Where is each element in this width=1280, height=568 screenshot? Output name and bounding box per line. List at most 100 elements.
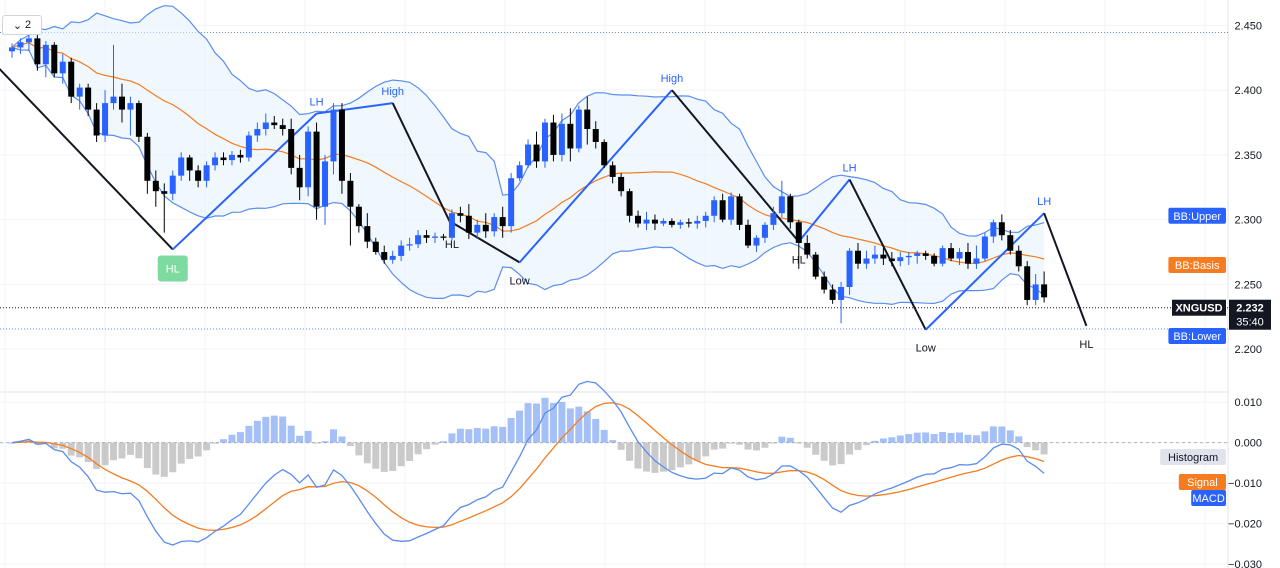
candle[interactable] bbox=[745, 219, 752, 249]
candle[interactable] bbox=[499, 206, 506, 238]
candle[interactable] bbox=[964, 242, 971, 269]
candle[interactable] bbox=[948, 242, 955, 262]
candle[interactable] bbox=[651, 214, 658, 231]
candle[interactable] bbox=[254, 122, 261, 142]
macd-tag[interactable]: MACD bbox=[1191, 490, 1226, 506]
candle[interactable] bbox=[812, 252, 819, 280]
candle[interactable] bbox=[711, 196, 718, 223]
candle[interactable] bbox=[305, 126, 312, 197]
last-price-tag[interactable]: 2.232 35:40 bbox=[1229, 299, 1271, 330]
candle[interactable] bbox=[135, 100, 142, 142]
candle[interactable] bbox=[922, 250, 929, 260]
candle-layer[interactable] bbox=[9, 31, 1048, 324]
candle[interactable] bbox=[110, 44, 117, 110]
price-axis[interactable]: 2.450 2.400 2.350 2.300 2.250 2.200 0.010 0.000… bbox=[1160, 0, 1280, 568]
candle[interactable] bbox=[685, 218, 692, 228]
candle[interactable] bbox=[474, 219, 481, 240]
candle[interactable] bbox=[389, 250, 396, 264]
candle[interactable] bbox=[660, 218, 667, 227]
candle[interactable] bbox=[804, 235, 811, 259]
candle[interactable] bbox=[262, 113, 269, 136]
candle[interactable] bbox=[203, 161, 210, 188]
candle[interactable] bbox=[432, 232, 438, 243]
candle[interactable] bbox=[465, 204, 472, 240]
candle[interactable] bbox=[880, 248, 887, 265]
candle[interactable] bbox=[1007, 230, 1014, 255]
candle[interactable] bbox=[973, 245, 980, 269]
candle[interactable] bbox=[25, 31, 32, 52]
candle[interactable] bbox=[245, 131, 252, 162]
candle[interactable] bbox=[855, 242, 861, 269]
candle[interactable] bbox=[719, 193, 726, 223]
candle[interactable] bbox=[592, 121, 599, 149]
candle[interactable] bbox=[761, 222, 768, 243]
candle[interactable] bbox=[237, 149, 244, 163]
candle[interactable] bbox=[516, 161, 523, 181]
candle[interactable] bbox=[178, 152, 185, 181]
candle[interactable] bbox=[313, 122, 320, 220]
candle[interactable] bbox=[17, 38, 24, 54]
candle[interactable] bbox=[118, 83, 125, 123]
candle[interactable] bbox=[186, 154, 193, 181]
candle[interactable] bbox=[643, 211, 650, 231]
candle[interactable] bbox=[1015, 245, 1022, 272]
candle[interactable] bbox=[322, 154, 329, 225]
bb-lower-tag[interactable]: BB:Lower bbox=[1168, 327, 1226, 344]
candle[interactable] bbox=[736, 193, 743, 231]
candle[interactable] bbox=[364, 213, 371, 249]
candle[interactable] bbox=[279, 118, 286, 136]
candle[interactable] bbox=[635, 210, 642, 228]
candle[interactable] bbox=[127, 96, 134, 136]
candle[interactable] bbox=[990, 219, 997, 243]
candle[interactable] bbox=[525, 139, 532, 168]
signal-tag[interactable]: Signal bbox=[1178, 474, 1226, 490]
candle[interactable] bbox=[228, 151, 235, 166]
candle[interactable] bbox=[914, 250, 921, 264]
bb-upper-tag[interactable]: BB:Upper bbox=[1168, 207, 1226, 224]
candle[interactable] bbox=[1041, 271, 1048, 303]
candle[interactable] bbox=[821, 271, 828, 294]
candle[interactable] bbox=[152, 170, 159, 207]
candle[interactable] bbox=[558, 113, 565, 162]
candle[interactable] bbox=[1024, 261, 1031, 306]
candle[interactable] bbox=[398, 240, 405, 262]
candle[interactable] bbox=[381, 245, 388, 264]
candle[interactable] bbox=[787, 193, 794, 229]
candle[interactable] bbox=[795, 219, 802, 269]
candle[interactable] bbox=[76, 83, 83, 110]
candle[interactable] bbox=[668, 218, 675, 228]
candle[interactable] bbox=[888, 252, 895, 267]
candle[interactable] bbox=[9, 43, 15, 58]
candle[interactable] bbox=[423, 230, 430, 243]
candle[interactable] bbox=[1032, 274, 1039, 306]
candle[interactable] bbox=[846, 248, 853, 295]
candle[interactable] bbox=[905, 252, 912, 265]
candle[interactable] bbox=[567, 108, 574, 162]
macd-pane[interactable] bbox=[0, 380, 1228, 546]
candle[interactable] bbox=[491, 213, 498, 237]
candle[interactable] bbox=[702, 211, 709, 228]
candle[interactable] bbox=[829, 284, 836, 304]
candle[interactable] bbox=[508, 173, 515, 233]
candle[interactable] bbox=[981, 232, 988, 262]
candle[interactable] bbox=[220, 152, 227, 166]
symbol-tag[interactable]: XNGUSD bbox=[1172, 299, 1226, 316]
candle[interactable] bbox=[457, 206, 464, 223]
candle[interactable] bbox=[51, 42, 58, 78]
candle[interactable] bbox=[677, 219, 684, 229]
candle[interactable] bbox=[550, 114, 557, 162]
candle[interactable] bbox=[42, 40, 49, 78]
candle[interactable] bbox=[212, 152, 219, 171]
candle[interactable] bbox=[102, 90, 109, 142]
candle[interactable] bbox=[482, 213, 489, 238]
candle[interactable] bbox=[931, 253, 938, 267]
candle[interactable] bbox=[85, 83, 92, 117]
candle[interactable] bbox=[415, 230, 422, 249]
candle[interactable] bbox=[440, 233, 447, 241]
candle[interactable] bbox=[68, 57, 75, 104]
candle[interactable] bbox=[271, 116, 278, 130]
candle[interactable] bbox=[59, 53, 66, 84]
candle[interactable] bbox=[533, 131, 540, 168]
indicator-legend-toggle[interactable]: ⌄ 2 bbox=[2, 15, 42, 35]
